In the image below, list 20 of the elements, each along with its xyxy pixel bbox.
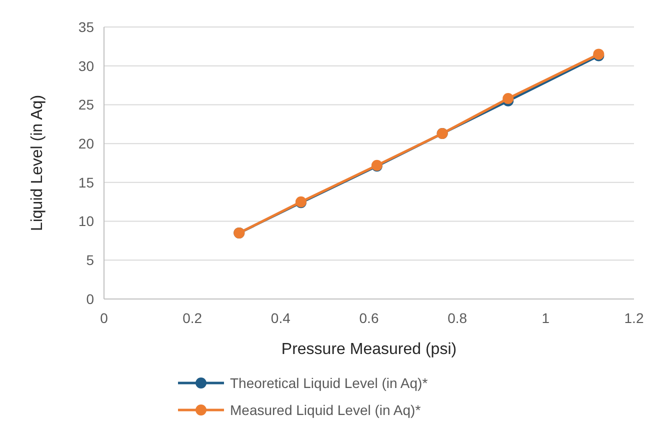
legend-label: Measured Liquid Level (in Aq)*	[230, 402, 422, 418]
y-tick-label: 20	[78, 135, 94, 152]
y-tick-label: 25	[78, 96, 94, 113]
point	[502, 92, 514, 104]
legend-label: Theoretical Liquid Level (in Aq)*	[230, 374, 428, 391]
x-tick-label: 0	[100, 310, 108, 326]
y-tick-label: 5	[86, 252, 94, 268]
y-axis-title: Liquid Level (in Aq)	[29, 94, 46, 232]
x-tick-label: 0.2	[182, 310, 202, 326]
x-tick-label: 0.8	[448, 310, 468, 326]
x-tick-label: 0.4	[270, 310, 291, 326]
y-tick-label: 0	[86, 290, 94, 307]
y-tick-label: 30	[78, 58, 94, 74]
x-tick-label: 1.2	[624, 310, 644, 326]
x-axis-title: Pressure Measured (psi)	[281, 341, 457, 358]
y-tick-label: 10	[78, 213, 94, 230]
x-tick-label: 0.6	[359, 310, 379, 326]
y-tick-label: 15	[78, 174, 94, 190]
x-tick-label: 1	[542, 310, 550, 326]
y-tick-label: 35	[78, 18, 94, 35]
